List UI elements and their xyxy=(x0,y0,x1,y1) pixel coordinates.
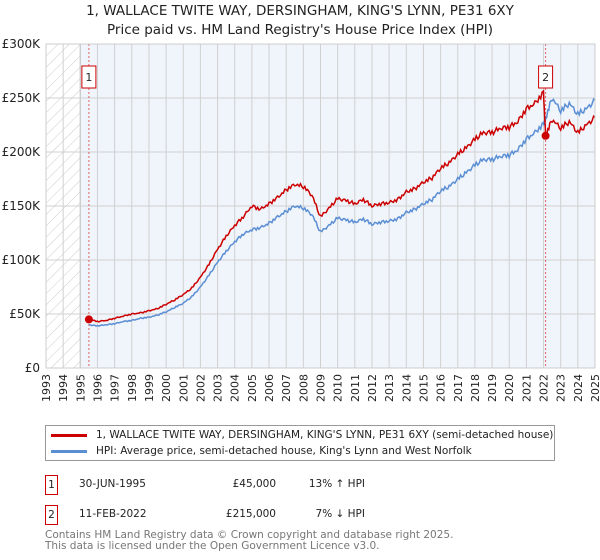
x-tick-label: 1993 xyxy=(40,374,53,402)
x-tick-label: 1996 xyxy=(91,374,104,402)
x-tick-label: 2021 xyxy=(520,374,533,402)
y-tick-label: £50K xyxy=(9,307,41,321)
x-tick-label: 2016 xyxy=(435,374,448,402)
x-tick-label: 2001 xyxy=(177,374,190,402)
sale-label-box xyxy=(538,65,554,89)
x-tick-label: 1998 xyxy=(126,374,139,402)
x-tick-label: 2002 xyxy=(194,374,207,402)
sale-row: 1 30-JUN-1995 £45,000 13% ↑ HPI xyxy=(45,475,445,495)
series-line-hpi xyxy=(88,97,596,327)
x-tick-label: 2008 xyxy=(297,374,310,402)
sale-price: £45,000 xyxy=(232,478,276,490)
x-tick-label: 2025 xyxy=(589,374,600,402)
footer: Contains HM Land Registry data © Crown c… xyxy=(45,530,453,552)
x-tick-label: 2022 xyxy=(538,374,551,402)
sale-point xyxy=(84,315,93,324)
title: 1, WALLACE TWITE WAY, DERSINGHAM, KING'S… xyxy=(86,3,514,19)
x-tick-label: 2011 xyxy=(349,374,362,402)
x-tick-label: 2003 xyxy=(212,374,225,402)
sale-hpi-diff: 13% ↑ HPI xyxy=(308,478,365,490)
x-tick-label: 2000 xyxy=(160,374,173,402)
plot-border xyxy=(45,43,596,369)
x-tick-label: 2017 xyxy=(452,374,465,402)
legend-item-property: 1, WALLACE TWITE WAY, DERSINGHAM, KING'S… xyxy=(51,429,553,441)
x-tick-label: 2007 xyxy=(280,374,293,402)
legend-label: 1, WALLACE TWITE WAY, DERSINGHAM, KING'S… xyxy=(96,429,554,441)
x-tick-label: 2023 xyxy=(555,374,568,402)
x-tick-label: 1999 xyxy=(143,374,156,402)
x-tick-label: 1994 xyxy=(57,374,70,402)
x-tick-label: 1997 xyxy=(109,374,122,402)
x-tick-label: 2019 xyxy=(486,374,499,402)
footer-copyright: Contains HM Land Registry data © Crown c… xyxy=(45,529,454,541)
legend-label: HPI: Average price, semi-detached house,… xyxy=(96,445,472,457)
x-tick-label: 2004 xyxy=(229,374,242,402)
sale-date: 30-JUN-1995 xyxy=(79,478,146,490)
sale-label-box xyxy=(81,65,97,89)
chart-title: 1, WALLACE TWITE WAY, DERSINGHAM, KING'S… xyxy=(0,2,600,40)
legend-swatch-blue xyxy=(51,449,87,453)
x-tick-label: 1995 xyxy=(74,374,87,402)
x-tick-label: 2009 xyxy=(315,374,328,402)
series-line-property xyxy=(88,89,596,323)
y-tick-label: £200K xyxy=(2,145,42,159)
sale-label: 1 xyxy=(85,71,92,84)
x-tick-label: 2024 xyxy=(572,374,585,402)
sale-price: £215,000 xyxy=(225,508,276,520)
x-tick-label: 2010 xyxy=(332,374,345,402)
price-chart: 1993 1994 1995 1996 1997 1998 1999 2000 2001 2002… xyxy=(2,37,600,402)
sale-point xyxy=(541,131,550,140)
x-tick-label: 2012 xyxy=(366,374,379,402)
legend-swatch-red xyxy=(51,433,87,437)
y-tick-label: £100K xyxy=(2,253,42,267)
x-tick-label: 2013 xyxy=(383,374,396,402)
legend-item-hpi: HPI: Average price, semi-detached house,… xyxy=(51,445,472,457)
x-tick-label: 2005 xyxy=(246,374,259,402)
x-tick-label: 2006 xyxy=(263,374,276,402)
sale-marker-box: 1 xyxy=(45,475,58,495)
y-tick-label: £150K xyxy=(2,199,42,213)
sale-hpi-diff: 7% ↓ HPI xyxy=(315,508,365,520)
legend: 1, WALLACE TWITE WAY, DERSINGHAM, KING'S… xyxy=(45,425,555,461)
y-tick-label: £0 xyxy=(25,361,40,375)
sale-label: 2 xyxy=(542,71,549,84)
x-tick-label: 2018 xyxy=(469,374,482,402)
footer-licence: This data is licensed under the Open Gov… xyxy=(45,540,380,552)
x-tick-label: 2014 xyxy=(400,374,413,402)
subtitle: Price paid vs. HM Land Registry's House … xyxy=(107,22,493,38)
sale-marker-box: 2 xyxy=(45,505,58,525)
x-tick-label: 2015 xyxy=(417,374,430,402)
x-tick-label: 2020 xyxy=(503,374,516,402)
sale-row: 2 11-FEB-2022 £215,000 7% ↓ HPI xyxy=(45,505,445,525)
y-tick-label: £250K xyxy=(2,91,42,105)
y-tick-label: £300K xyxy=(2,37,42,51)
sale-date: 11-FEB-2022 xyxy=(79,508,147,520)
